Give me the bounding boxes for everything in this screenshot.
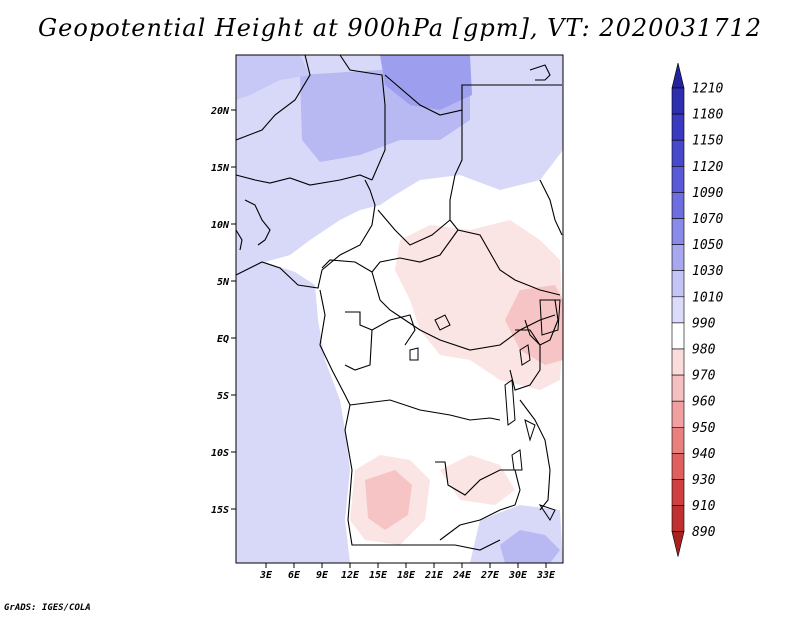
pink-angola-core	[365, 470, 412, 530]
colorbar-label: 930	[692, 473, 716, 488]
light-blue-atlantic-region	[236, 262, 350, 563]
lat-label: 10S	[211, 448, 229, 459]
lat-label: 15N	[211, 163, 230, 174]
colorbar-swatch	[671, 166, 685, 193]
colorbar-swatch	[671, 453, 685, 480]
lat-label: 20N	[210, 106, 230, 117]
lon-label: 21E	[424, 570, 444, 581]
country-borders	[235, 54, 563, 551]
colorbar-label: 1070	[692, 212, 723, 227]
colorbar-label: 1010	[692, 290, 723, 305]
dark-blue-top-region	[380, 55, 472, 110]
lon-label: 9E	[316, 570, 329, 581]
lat-label: 5N	[217, 277, 230, 288]
lon-label: 15E	[369, 570, 388, 581]
lon-label: 3E	[259, 570, 273, 581]
colorbar-swatch	[671, 270, 685, 298]
lat-label: EQ	[217, 334, 229, 345]
colorbar-swatch	[671, 426, 685, 454]
pink-zambia-region	[440, 455, 515, 505]
lat-axis: 20N 15N 10N 5N EQ 5S 10S 15S	[210, 106, 236, 516]
colorbar-label: 1030	[692, 264, 723, 279]
lat-label: 5S	[217, 391, 229, 402]
lon-label: 27E	[480, 570, 500, 581]
colorbar-label: 970	[692, 369, 716, 384]
colorbar-swatch	[671, 374, 685, 402]
colorbar-swatch	[671, 113, 685, 141]
colorbar-label: 1050	[692, 238, 723, 253]
lakes	[409, 299, 561, 521]
colorbar-label: 1180	[692, 108, 723, 123]
map-frame	[235, 54, 564, 564]
lon-axis: 3E 6E 9E 12E 15E 18E 21E 24E 27E 30E 33E	[259, 563, 556, 581]
colorbar-swatch	[671, 479, 685, 506]
colorbar: 1210 1180 1150 1120 1090 1070 1050 1030 1010 990 9…	[671, 62, 723, 557]
colorbar-label: 950	[692, 421, 716, 436]
lon-label: 18E	[397, 570, 416, 581]
grads-credit: GrADS: IGES/COLA	[4, 603, 91, 613]
colorbar-swatch	[671, 139, 685, 167]
colorbar-swatch	[671, 218, 685, 245]
colorbar-label: 990	[692, 316, 716, 331]
map-panel	[235, 54, 564, 564]
lon-label: 33E	[536, 570, 556, 581]
colorbar-label: 1150	[692, 134, 723, 149]
colorbar-swatch	[671, 296, 685, 324]
lon-label: 6E	[288, 570, 301, 581]
pink-east-region	[505, 285, 563, 365]
medium-blue-southeast-region	[500, 530, 560, 563]
colorbar-label: 1120	[692, 160, 723, 175]
lat-label: 10N	[211, 220, 230, 231]
colorbar-swatch	[671, 400, 685, 428]
colorbar-swatch	[671, 192, 685, 219]
lon-label: 30E	[508, 570, 528, 581]
colorbar-top-arrow	[671, 62, 685, 89]
colorbar-label: 940	[692, 447, 716, 462]
chart-title: Geopotential Height at 900hPa [gpm], VT:…	[38, 14, 762, 42]
colorbar-swatch	[671, 322, 685, 350]
colorbar-label: 960	[692, 395, 716, 410]
colorbar-label: 890	[692, 525, 716, 540]
colorbar-swatch	[671, 244, 685, 272]
lat-label: 15S	[211, 505, 229, 516]
colorbar-swatch	[671, 87, 685, 115]
lon-label: 12E	[341, 570, 360, 581]
lon-label: 24E	[452, 570, 472, 581]
colorbar-swatch	[671, 348, 685, 376]
medium-blue-northwest-region	[236, 55, 310, 100]
colorbar-label: 980	[692, 343, 716, 358]
colorbar-label: 1210	[692, 82, 723, 97]
colorbar-label: 1090	[692, 186, 723, 201]
colorbar-swatch	[671, 505, 685, 533]
colorbar-label: 910	[692, 499, 716, 514]
colorbar-bottom-arrow	[671, 531, 685, 557]
